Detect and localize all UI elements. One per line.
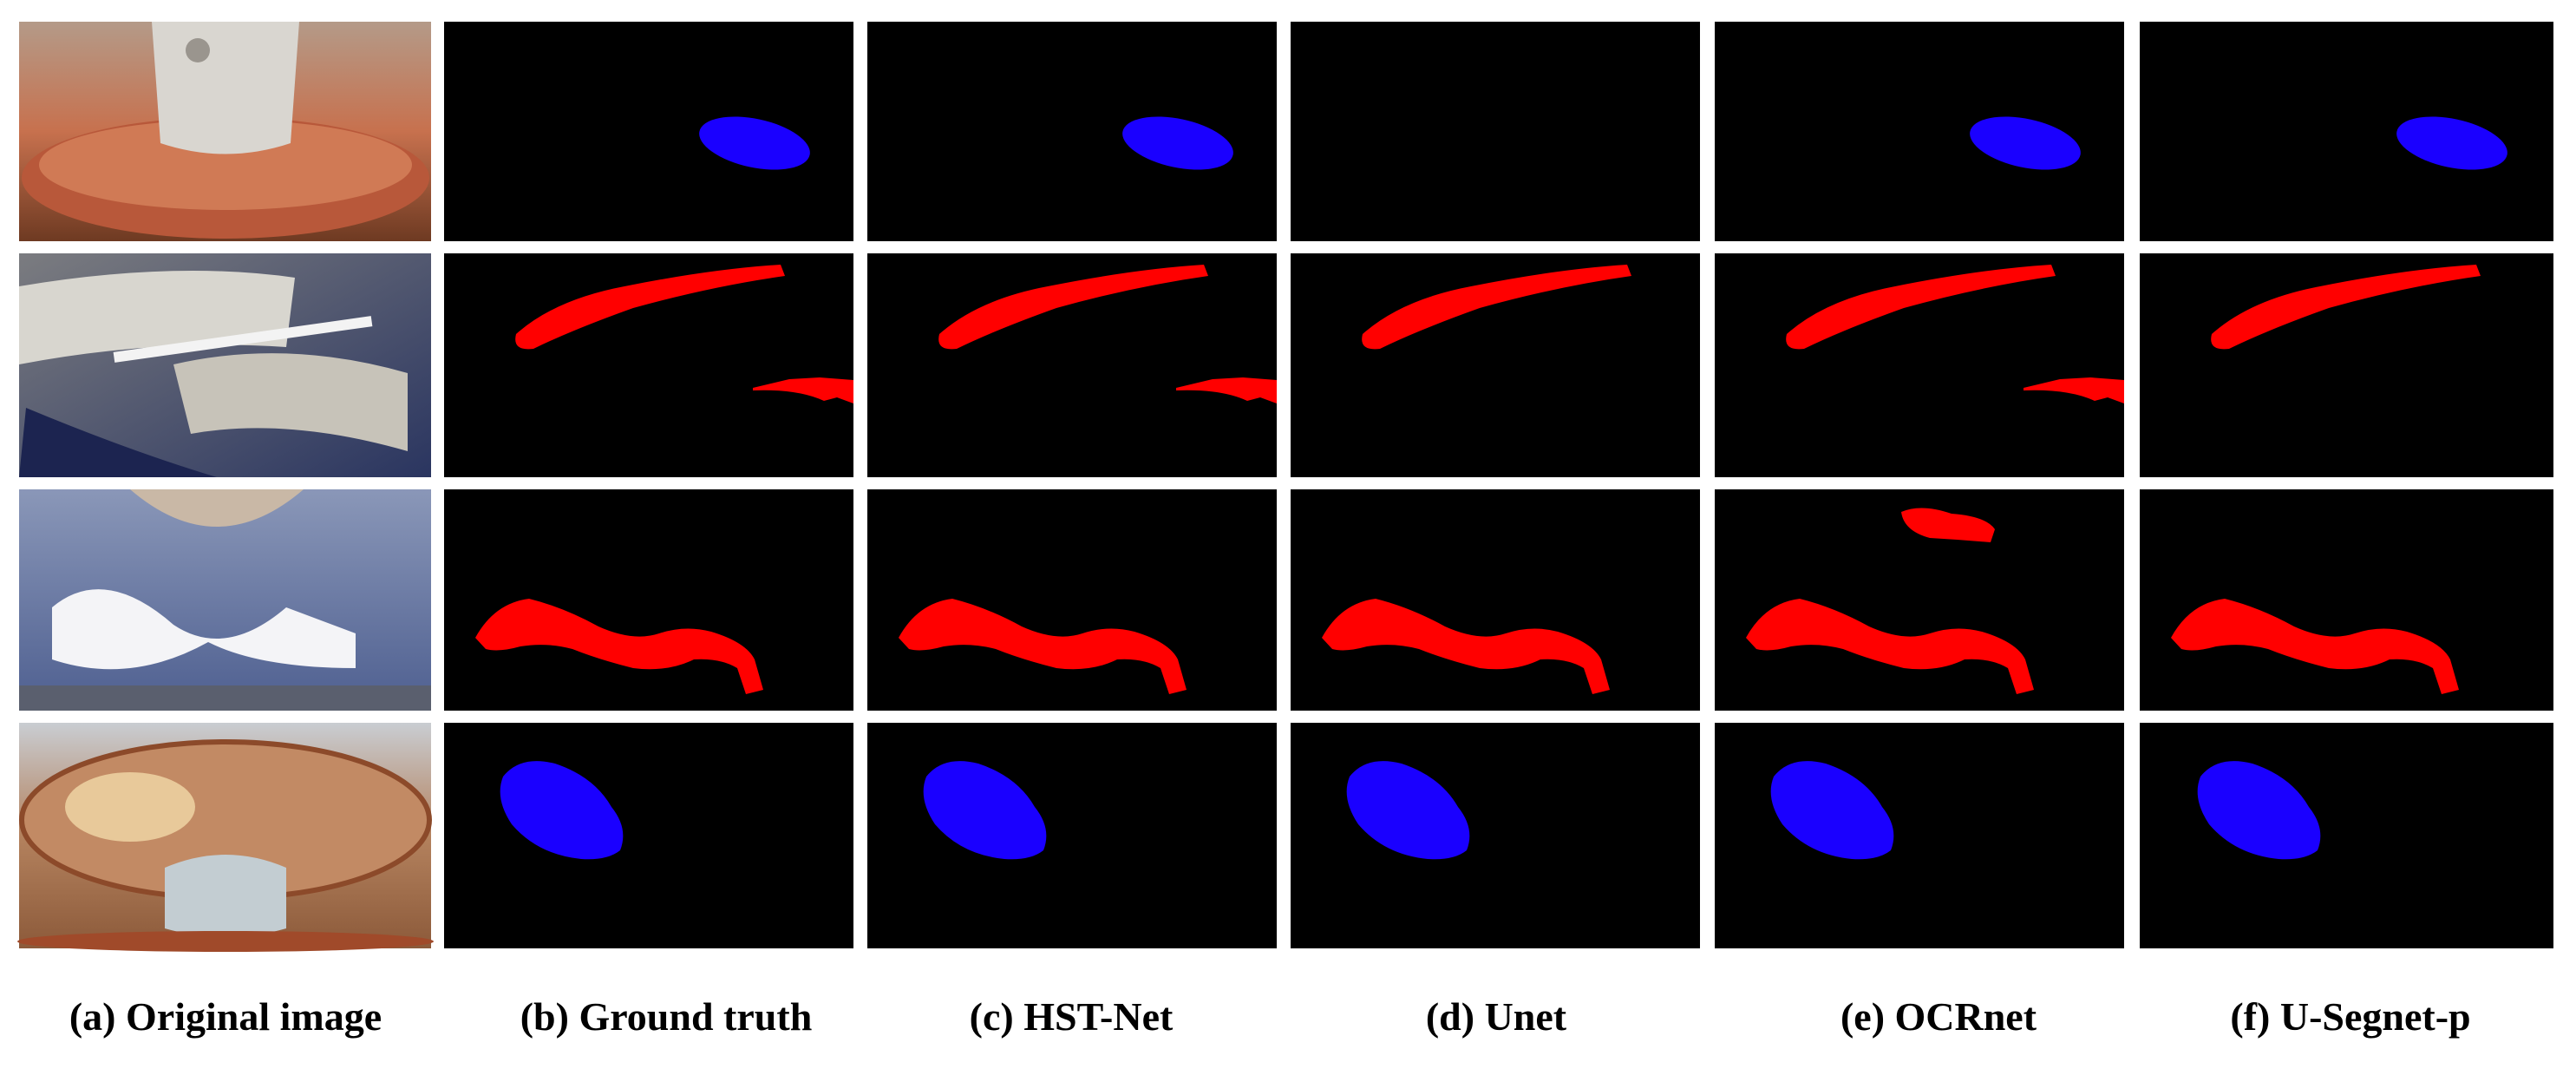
row2-u-segnet-p-mask — [2211, 265, 2481, 350]
row4-u-segnet-p-mask — [2197, 761, 2321, 860]
row3-hst-net-mask — [899, 599, 1187, 694]
caption-original-image: (a) Original image — [69, 994, 382, 1039]
row2-unet-mask — [1362, 265, 1631, 350]
caption-u-segnet-p: (f) U-Segnet-p — [2230, 994, 2471, 1039]
row4-unet-panel — [1291, 723, 1700, 948]
row1-unet-panel — [1291, 22, 1700, 241]
row1-u-segnet-p-panel — [2140, 22, 2553, 241]
row3-u-segnet-p-panel — [2140, 489, 2553, 711]
row4-unet-mask — [1346, 761, 1470, 860]
row3-unet-panel — [1291, 489, 1700, 711]
caption-unet: (d) Unet — [1425, 994, 1567, 1039]
row4-ground-truth-mask — [500, 761, 624, 860]
original-image-3 — [19, 489, 431, 711]
row4-u-segnet-p-panel — [2140, 723, 2553, 948]
caption-ground-truth: (b) Ground truth — [520, 994, 813, 1039]
row1-hst-net-mask — [1122, 116, 1233, 170]
original-image-4 — [17, 723, 434, 952]
row3-hst-net-panel — [867, 489, 1277, 711]
row2-ground-truth-mask — [515, 265, 785, 350]
row4-ocrnet-mask — [1770, 761, 1894, 860]
caption-hst-net: (c) HST-Net — [969, 994, 1174, 1039]
row3-u-segnet-p-mask — [2171, 599, 2459, 694]
row1-ground-truth-mask — [699, 116, 810, 170]
original-image-2 — [19, 253, 431, 477]
row3-unet-mask — [1322, 599, 1610, 694]
row3-ground-truth-panel — [444, 489, 853, 711]
row3-ground-truth-mask — [475, 599, 763, 694]
row1-u-segnet-p-mask — [2396, 116, 2507, 170]
row4-ocrnet-panel — [1715, 723, 2124, 948]
row1-ocrnet-mask — [1970, 116, 2081, 170]
row3-ocrnet-mask-extra — [1901, 508, 1995, 542]
row3-ocrnet-mask — [1746, 599, 2034, 694]
row4-ground-truth-panel — [444, 723, 853, 948]
row2-hst-net-mask — [938, 265, 1208, 350]
row2-ground-truth-mask-2 — [753, 377, 853, 403]
caption-ocrnet: (e) OCRnet — [1840, 994, 2037, 1039]
row2-ocrnet-mask — [1786, 265, 2056, 350]
original-image-1 — [19, 22, 431, 241]
row4-hst-net-mask — [923, 761, 1047, 860]
row4-hst-net-panel — [867, 723, 1277, 948]
row2-ocrnet-mask-2 — [2024, 377, 2124, 403]
row2-hst-net-mask-2 — [1176, 377, 1277, 403]
